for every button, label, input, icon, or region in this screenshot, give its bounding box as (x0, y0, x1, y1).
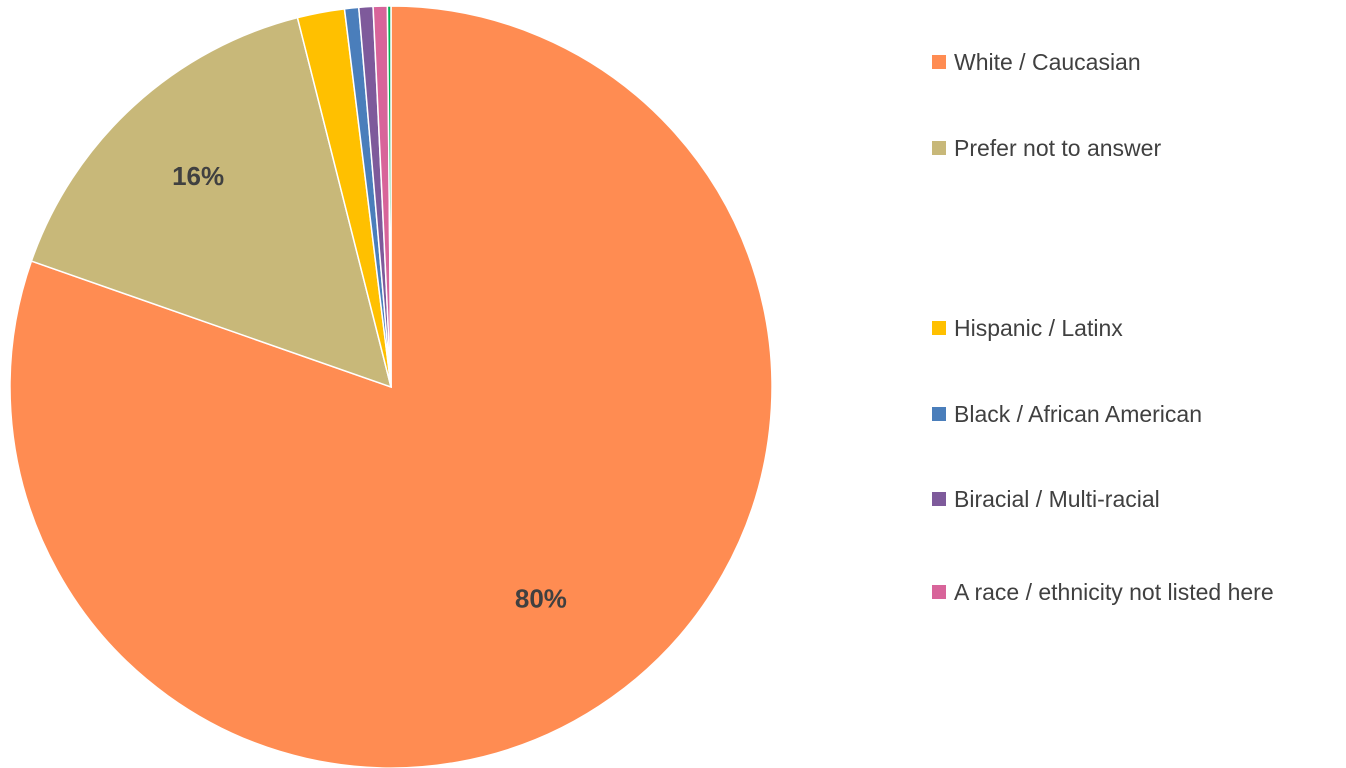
legend-label-1: Prefer not to answer (954, 134, 1162, 161)
legend-swatch-3 (932, 321, 946, 335)
legend-swatch-5 (932, 492, 946, 506)
pie-slice-7 (386, 5, 392, 388)
legend-item-2 (932, 219, 954, 249)
legend-label-4: Black / African American (954, 400, 1202, 427)
legend-item-1: Prefer not to answer (932, 133, 1161, 163)
legend-swatch-1 (932, 141, 946, 155)
legend-item-5: Biracial / Multi-racial (932, 484, 1160, 514)
chart-legend: White / Caucasian Prefer not to answer His… (932, 0, 1346, 768)
legend-swatch-0 (932, 55, 946, 69)
legend-label-5: Biracial / Multi-racial (954, 485, 1160, 512)
legend-item-6: A race / ethnicity not listed here (932, 577, 1274, 607)
legend-item-0: White / Caucasian (932, 47, 1141, 77)
data-label-1: 16% (172, 161, 224, 191)
legend-item-3: Hispanic / Latinx (932, 313, 1123, 343)
legend-swatch-4 (932, 407, 946, 421)
legend-label-0: White / Caucasian (954, 48, 1141, 75)
pie-chart-plot: 80% 16% (9, 5, 773, 768)
legend-swatch-2 (932, 227, 946, 241)
legend-item-4: Black / African American (932, 399, 1202, 429)
data-label-0: 80% (515, 583, 567, 613)
legend-label-3: Hispanic / Latinx (954, 314, 1123, 341)
legend-label-6: A race / ethnicity not listed here (954, 578, 1274, 605)
legend-swatch-6 (932, 585, 946, 599)
pie-slice-1 (30, 16, 393, 389)
